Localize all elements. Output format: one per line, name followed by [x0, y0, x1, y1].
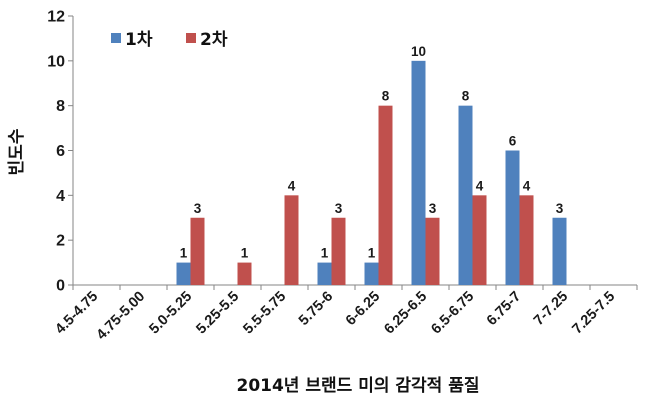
data-label: 8 [382, 89, 390, 104]
x-tick-label: 7.25-7.5 [569, 289, 618, 338]
legend: 1차 2차 [111, 30, 228, 50]
bars [176, 60, 567, 286]
data-label: 1 [241, 246, 249, 261]
data-labels: 1 1 1 10 8 6 3 3 1 4 3 8 3 4 4 [180, 44, 564, 261]
y-axis-title: 빈도수 [7, 128, 27, 175]
data-label: 4 [523, 178, 531, 193]
y-tick-label: 0 [56, 278, 65, 295]
legend-swatch [186, 33, 196, 43]
bar [425, 217, 440, 285]
bar [458, 105, 473, 286]
legend-swatch [111, 33, 121, 43]
x-tick-label: 5.5-5.75 [240, 289, 289, 338]
y-tick-label: 2 [56, 233, 65, 250]
bar [472, 195, 487, 285]
x-tick-label: 5.75-6 [296, 289, 336, 329]
x-tick-label: 5.25-5.5 [193, 289, 242, 338]
bar [552, 217, 567, 285]
y-tick-label: 4 [56, 188, 65, 205]
bar [411, 60, 426, 286]
legend-label: 2차 [200, 30, 228, 50]
bar [519, 195, 534, 285]
bar [190, 217, 205, 285]
data-label: 8 [462, 89, 470, 104]
bar [284, 195, 299, 285]
bar [237, 262, 252, 285]
y-tick-label: 6 [56, 143, 65, 160]
x-axis-title: 2014년 브랜드 미의 감각적 품질 [236, 375, 479, 396]
legend-label: 1차 [125, 30, 153, 50]
bar [378, 105, 393, 286]
x-tick-label: 4.5-4.75 [52, 289, 101, 338]
data-label: 3 [556, 201, 564, 216]
data-label: 1 [321, 246, 329, 261]
data-label: 4 [288, 178, 296, 193]
data-label: 6 [509, 134, 517, 149]
x-tick-label: 4.75-5.00 [94, 289, 149, 344]
bar [505, 150, 520, 285]
x-tick-label: 5.0-5.25 [146, 289, 195, 338]
x-tick-label: 6.75-7 [484, 289, 524, 329]
x-tick-label: 6.5-6.75 [428, 289, 477, 338]
bar [176, 262, 191, 285]
data-label: 3 [429, 201, 437, 216]
data-label: 1 [368, 246, 376, 261]
data-label: 1 [180, 246, 188, 261]
x-tick-label: 7-7.25 [531, 289, 571, 329]
bar [331, 217, 346, 285]
x-tick-label: 6-6.25 [343, 289, 383, 329]
x-tick-label: 6.25-6.5 [381, 289, 430, 338]
y-tick-label: 12 [47, 9, 65, 26]
bar [364, 262, 379, 285]
axes: 0 2 4 6 8 10 12 4.5-4.754.75-5.005.0-5.255.25-5… [47, 9, 638, 344]
y-tick-label: 10 [47, 53, 65, 70]
bar [317, 262, 332, 285]
data-label: 3 [335, 201, 343, 216]
data-label: 4 [476, 178, 484, 193]
y-tick-label: 8 [56, 98, 65, 115]
data-label: 3 [194, 201, 202, 216]
data-label: 10 [411, 44, 426, 59]
